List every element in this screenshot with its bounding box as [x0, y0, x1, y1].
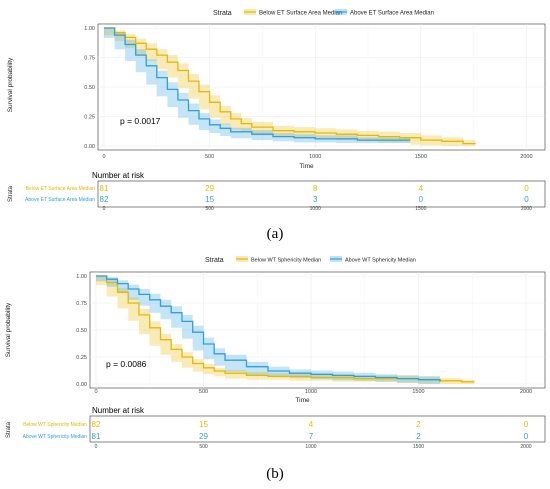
x-tick-label: 0: [94, 389, 97, 395]
x-tick-label: 2000: [520, 154, 532, 160]
x-axis-label: Time: [299, 163, 314, 170]
risk-count: 3: [313, 195, 318, 204]
ci-band-series-1: [104, 28, 476, 146]
risk-row-label-1: Below ET Surface Area Median: [26, 186, 96, 192]
y-axis-label: Survival probability: [5, 302, 12, 357]
y-tick-label: 0.75: [84, 56, 95, 62]
survival-curve-series-1: [96, 275, 475, 383]
risk-count: 0: [524, 195, 529, 204]
y-tick-label: 0.00: [84, 144, 95, 150]
survival-curve-series-2: [96, 275, 441, 382]
risk-row-label-2: Above ET Surface Area Median: [25, 197, 95, 203]
risk-count: 0: [524, 184, 529, 193]
risk-table-panel: [89, 415, 546, 443]
risk-x-tick-label: 2000: [521, 206, 532, 212]
y-tick-label: 0.25: [76, 355, 87, 361]
y-tick-label: 0.50: [84, 85, 95, 91]
risk-table-strata-label: Strata: [8, 185, 14, 202]
risk-x-tick-label: 1500: [415, 206, 426, 212]
risk-count: 82: [92, 420, 101, 429]
figure-b: Strata Below WT Sphericity Median Above WT…: [0, 250, 550, 464]
caption-a: (a): [266, 226, 284, 242]
ci-band-series-2: [104, 28, 411, 144]
risk-count: 4: [419, 184, 424, 193]
risk-count: 81: [100, 184, 109, 193]
x-tick-label: 0: [102, 154, 105, 160]
risk-count: 8: [313, 184, 318, 193]
risk-table-title: Number at risk: [92, 406, 145, 415]
y-tick-label: 1.00: [76, 274, 87, 280]
km-chart-a: Strata Below ET Surface Area Median Above …: [7, 9, 546, 212]
x-axis-label: Time: [295, 397, 310, 404]
x-tick-label: 1500: [415, 154, 427, 160]
risk-count: 2: [416, 420, 421, 429]
risk-count: 0: [419, 195, 424, 204]
x-tick-label: 500: [199, 389, 208, 395]
x-tick-label: 500: [205, 154, 214, 160]
risk-x-tick-label: 1000: [310, 206, 321, 212]
legend-label-2: Above WT Sphericity Median: [345, 258, 416, 264]
risk-x-tick-label: 1000: [305, 444, 316, 450]
legend-title: Strata: [213, 10, 232, 17]
risk-count: 29: [199, 432, 208, 441]
legend-label-1: Below ET Surface Area Median: [259, 11, 342, 17]
risk-count: 15: [199, 420, 208, 429]
risk-table-strata-label: Strata: [6, 421, 12, 438]
y-axis-label: Survival probability: [7, 57, 14, 112]
risk-row-label-1: Below WT Sphericity Median: [23, 422, 87, 428]
risk-x-tick-label: 500: [199, 444, 208, 450]
p-value: p = 0.0086: [106, 359, 147, 369]
risk-count: 7: [309, 432, 314, 441]
risk-count: 81: [92, 432, 101, 441]
y-tick-label: 0.25: [84, 115, 95, 121]
risk-count: 2: [416, 432, 421, 441]
risk-count: 29: [205, 184, 214, 193]
risk-count: 0: [524, 420, 529, 429]
risk-x-tick-label: 500: [205, 206, 214, 212]
y-tick-label: 0.00: [76, 382, 87, 388]
risk-row-label-2: Above WT Sphericity Median: [23, 434, 88, 440]
risk-count: 15: [205, 195, 214, 204]
p-value: p = 0.0017: [120, 116, 161, 126]
risk-x-tick-label: 1500: [413, 444, 424, 450]
risk-table-title: Number at risk: [92, 171, 145, 180]
risk-table-panel: [97, 180, 546, 208]
risk-x-tick-label: 2000: [520, 444, 531, 450]
figure-a: Strata Below ET Surface Area Median Above …: [0, 0, 550, 222]
x-tick-label: 2000: [520, 389, 532, 395]
y-tick-label: 0.50: [76, 328, 87, 334]
legend-title: Strata: [205, 257, 224, 264]
survival-curve-series-1: [104, 27, 476, 145]
risk-count: 82: [100, 195, 109, 204]
y-tick-label: 1.00: [84, 26, 95, 32]
risk-x-tick-label: 0: [95, 444, 98, 450]
y-tick-label: 0.75: [76, 301, 87, 307]
survival-curve-series-2: [104, 27, 411, 141]
x-tick-label: 1500: [412, 389, 424, 395]
legend-label-1: Below WT Sphericity Median: [251, 258, 321, 264]
caption-b: (b): [266, 466, 284, 482]
km-chart-b: Strata Below WT Sphericity Median Above WT…: [5, 256, 546, 450]
legend-label-2: Above ET Surface Area Median: [350, 11, 434, 17]
x-tick-label: 1000: [305, 389, 317, 395]
ci-band-series-2: [96, 276, 440, 384]
risk-x-tick-label: 0: [103, 206, 106, 212]
risk-count: 0: [524, 432, 529, 441]
risk-count: 4: [309, 420, 314, 429]
x-tick-label: 1000: [309, 154, 321, 160]
